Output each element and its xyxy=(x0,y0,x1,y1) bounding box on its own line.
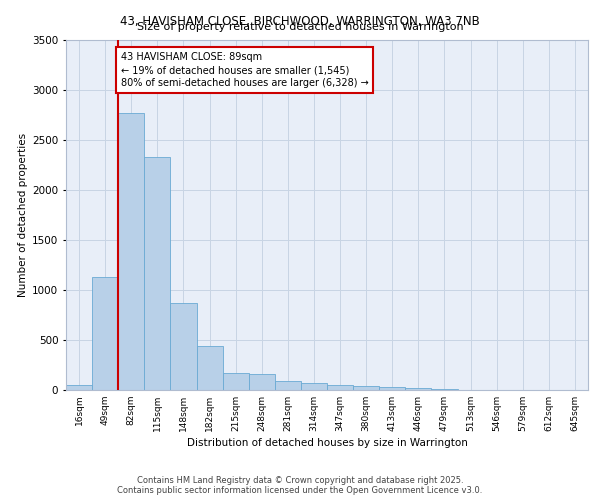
X-axis label: Distribution of detached houses by size in Warrington: Distribution of detached houses by size … xyxy=(187,438,467,448)
Bar xyxy=(197,346,223,390)
Bar xyxy=(66,385,92,390)
Bar xyxy=(275,381,301,390)
Bar xyxy=(379,387,406,390)
Text: 43 HAVISHAM CLOSE: 89sqm
← 19% of detached houses are smaller (1,545)
80% of sem: 43 HAVISHAM CLOSE: 89sqm ← 19% of detach… xyxy=(121,52,368,88)
Bar xyxy=(353,386,379,390)
Bar xyxy=(170,303,197,390)
Bar xyxy=(327,384,353,390)
Bar xyxy=(223,373,249,390)
Bar xyxy=(145,157,170,390)
Y-axis label: Number of detached properties: Number of detached properties xyxy=(18,133,28,297)
Bar xyxy=(406,388,431,390)
Bar xyxy=(249,374,275,390)
Text: Size of property relative to detached houses in Warrington: Size of property relative to detached ho… xyxy=(137,22,463,32)
Text: Contains HM Land Registry data © Crown copyright and database right 2025.
Contai: Contains HM Land Registry data © Crown c… xyxy=(118,476,482,495)
Text: 43, HAVISHAM CLOSE, BIRCHWOOD, WARRINGTON, WA3 7NB: 43, HAVISHAM CLOSE, BIRCHWOOD, WARRINGTO… xyxy=(120,15,480,28)
Bar xyxy=(431,389,458,390)
Bar xyxy=(92,277,118,390)
Bar xyxy=(301,383,327,390)
Bar xyxy=(118,113,145,390)
